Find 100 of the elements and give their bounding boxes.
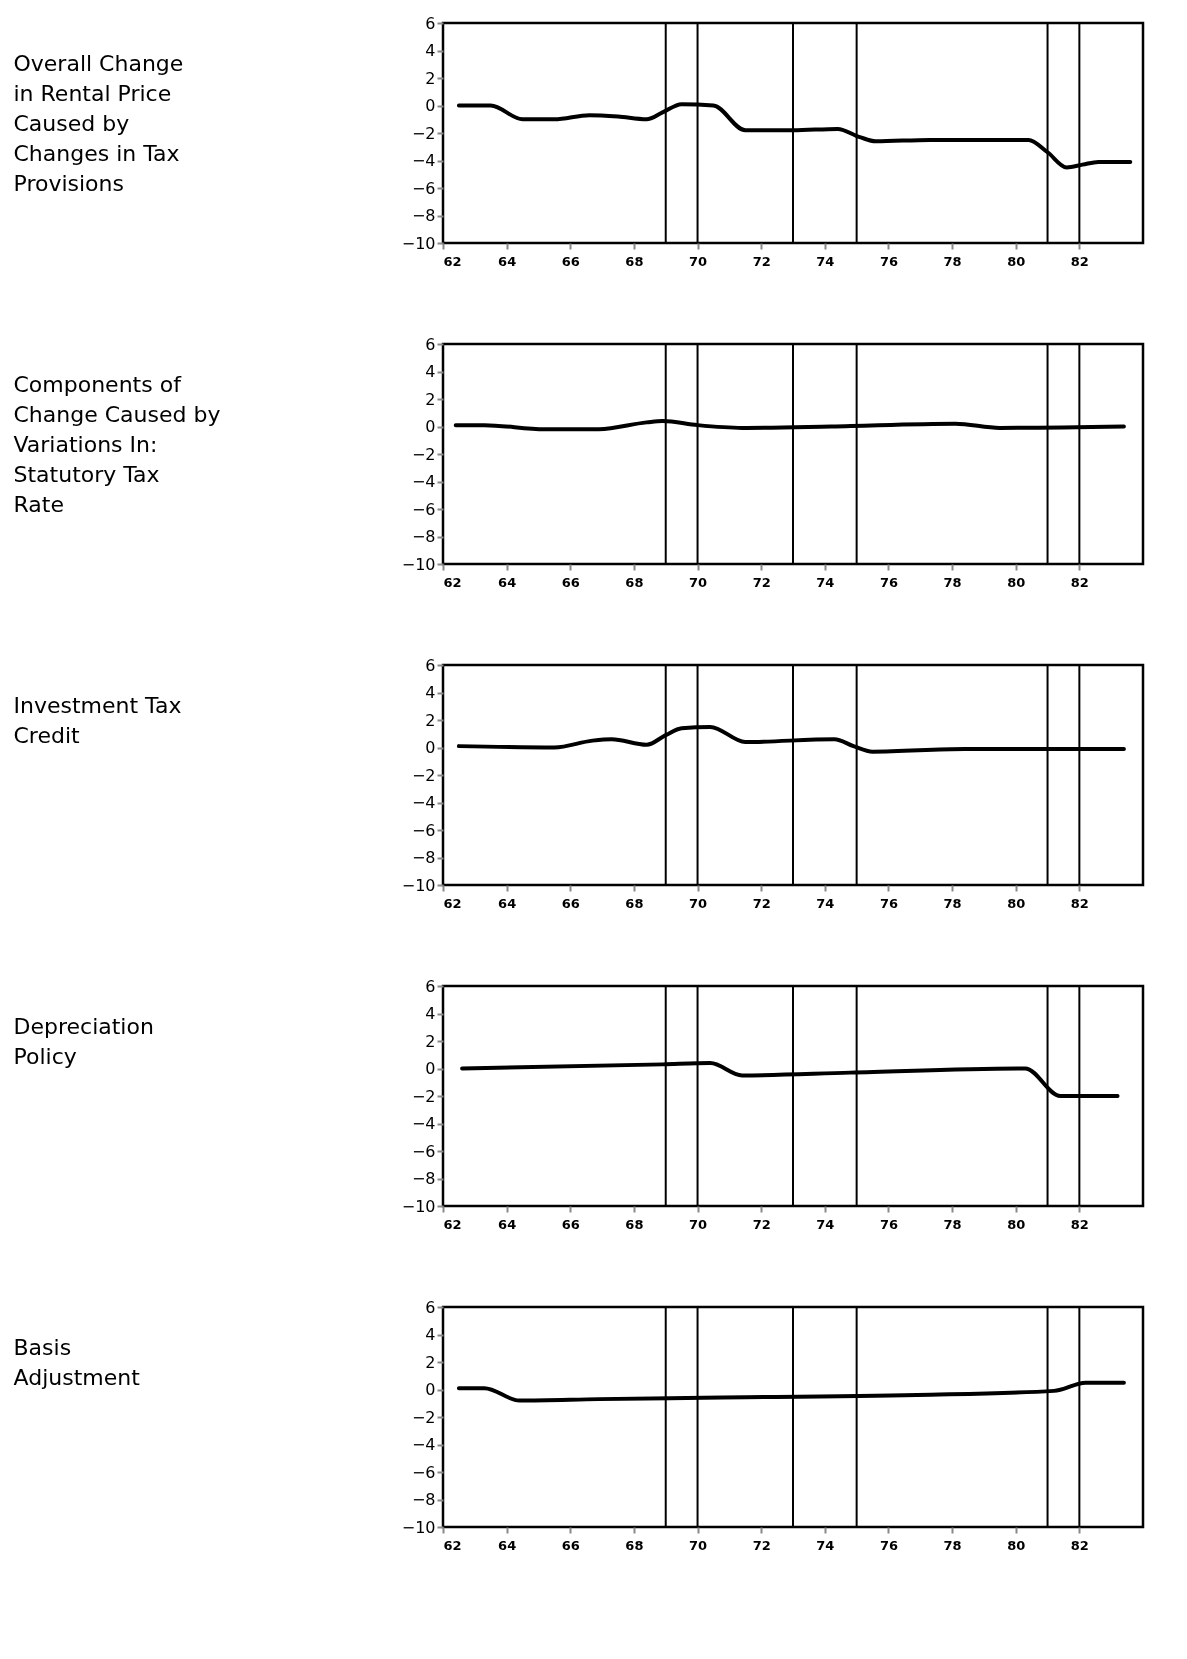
x-tick-label: 82 [1070, 1216, 1089, 1232]
y-tick-label: 2 [425, 1031, 436, 1051]
x-tick-label: 72 [752, 253, 771, 269]
x-tick-label: 74 [816, 574, 835, 590]
y-tick-label: 6 [425, 976, 436, 996]
x-tick-label: 74 [816, 1537, 835, 1553]
x-tick-label: 78 [943, 895, 962, 911]
y-tick-label: 0 [425, 1059, 436, 1078]
y-tick-label: 4 [425, 362, 436, 381]
x-tick-label: 78 [943, 574, 962, 590]
y-tick-label: −10 [401, 1196, 436, 1216]
x-tick-label: 66 [561, 1537, 580, 1553]
y-tick-label: −2 [411, 123, 436, 143]
x-tick-label: 62 [443, 253, 462, 269]
y-tick-label: 2 [425, 389, 436, 409]
y-tick-label: 0 [425, 96, 436, 115]
x-tick-label: 72 [752, 1216, 771, 1232]
y-tick-label: 6 [425, 1297, 436, 1317]
x-tick-label: 66 [561, 574, 580, 590]
y-tick-label: −2 [411, 765, 436, 785]
x-tick-label: 62 [443, 1537, 462, 1553]
x-tick-label: 80 [1007, 574, 1026, 590]
y-tick-label: −4 [411, 1435, 436, 1454]
y-tick-label: −2 [411, 1407, 436, 1427]
y-tick-label: −6 [411, 178, 436, 198]
x-tick-label: 80 [1007, 895, 1026, 911]
y-tick-label: −10 [401, 554, 436, 574]
x-tick-label: 76 [879, 1537, 898, 1553]
x-tick-label: 72 [752, 895, 771, 911]
y-tick-label: −4 [411, 472, 436, 491]
y-tick-label: −4 [411, 1114, 436, 1133]
y-tick-label: −4 [411, 793, 436, 812]
y-tick-label: 4 [425, 41, 436, 60]
x-tick-label: 80 [1007, 1537, 1026, 1553]
x-tick-label: 64 [498, 1216, 517, 1232]
y-tick-label: −8 [411, 206, 436, 225]
y-axis-title: Overall Change in Rental Price Caused by Changes in Tax Provisions [13, 50, 184, 196]
x-tick-label: 80 [1007, 253, 1026, 269]
x-tick-label: 78 [943, 1537, 962, 1553]
x-tick-label: 70 [689, 574, 708, 590]
x-tick-label: 82 [1070, 253, 1089, 269]
x-tick-label: 72 [752, 574, 771, 590]
y-tick-label: −10 [401, 1517, 436, 1537]
x-tick-label: 64 [498, 253, 517, 269]
x-tick-label: 76 [879, 253, 898, 269]
y-axis-title: Depreciation Policy [13, 1013, 154, 1069]
y-tick-label: −6 [411, 1462, 436, 1482]
y-tick-label: 6 [425, 13, 436, 33]
y-tick-label: −6 [411, 1141, 436, 1161]
y-tick-label: −4 [411, 151, 436, 170]
y-tick-label: −8 [411, 527, 436, 546]
x-tick-label: 66 [561, 253, 580, 269]
x-tick-label: 68 [625, 895, 644, 911]
text: Components of Change Caused by Variations In: [13, 371, 221, 457]
y-tick-label: −10 [401, 875, 436, 895]
x-tick-label: 64 [498, 1537, 517, 1553]
y-tick-label: −8 [411, 848, 436, 867]
x-tick-label: 76 [879, 1216, 898, 1232]
y-tick-label: 4 [425, 1004, 436, 1023]
x-tick-label: 66 [561, 895, 580, 911]
y-axis-title: Investment Tax Credit [13, 692, 182, 748]
x-tick-label: 80 [1007, 1216, 1026, 1232]
x-tick-label: 78 [943, 1216, 962, 1232]
y-tick-label: −2 [411, 1086, 436, 1106]
x-tick-label: 70 [689, 1537, 708, 1553]
x-tick-label: 64 [498, 574, 517, 590]
y-tick-label: 2 [425, 710, 436, 730]
y-tick-label: −6 [411, 499, 436, 519]
y-tick-label: −8 [411, 1490, 436, 1509]
x-tick-label: 70 [689, 253, 708, 269]
x-tick-label: 82 [1070, 574, 1089, 590]
x-tick-label: 68 [625, 1537, 644, 1553]
x-tick-label: 76 [879, 895, 898, 911]
x-tick-label: 70 [689, 895, 708, 911]
y-tick-label: 2 [425, 68, 436, 88]
y-tick-label: 0 [425, 738, 436, 757]
x-tick-label: 76 [879, 574, 898, 590]
x-tick-label: 74 [816, 895, 835, 911]
y-axis-title: Statutory Tax Rate [13, 461, 160, 517]
y-tick-label: 0 [425, 1380, 436, 1399]
x-tick-label: 68 [625, 574, 644, 590]
y-tick-label: 2 [425, 1352, 436, 1372]
x-tick-label: 66 [561, 1216, 580, 1232]
x-tick-label: 70 [689, 1216, 708, 1232]
x-tick-label: 78 [943, 253, 962, 269]
y-tick-label: 0 [425, 417, 436, 436]
x-tick-label: 68 [625, 253, 644, 269]
y-tick-label: −10 [401, 233, 436, 253]
y-tick-label: 4 [425, 683, 436, 702]
y-tick-label: 4 [425, 1325, 436, 1344]
y-tick-label: −2 [411, 444, 436, 464]
x-tick-label: 68 [625, 1216, 644, 1232]
x-tick-label: 64 [498, 895, 517, 911]
x-tick-label: 62 [443, 574, 462, 590]
x-tick-label: 82 [1070, 1537, 1089, 1553]
y-axis-title: Basis Adjustment [13, 1334, 141, 1390]
x-tick-label: 62 [443, 1216, 462, 1232]
y-tick-label: −8 [411, 1169, 436, 1188]
y-tick-label: 6 [425, 334, 436, 354]
x-tick-label: 74 [816, 1216, 835, 1232]
